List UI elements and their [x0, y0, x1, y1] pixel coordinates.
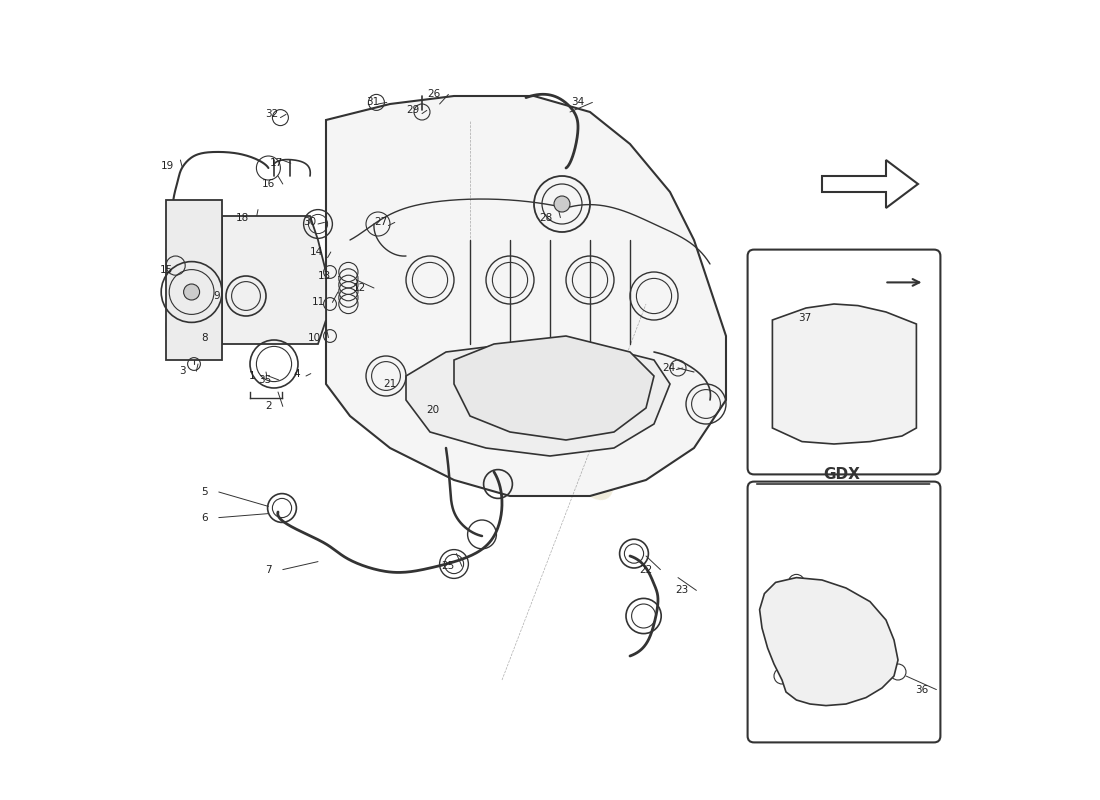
- Text: 10: 10: [307, 333, 320, 342]
- Polygon shape: [772, 304, 916, 444]
- Polygon shape: [454, 336, 654, 440]
- Text: 1: 1: [249, 371, 255, 381]
- Text: 9: 9: [213, 291, 220, 301]
- Text: 15: 15: [160, 266, 173, 275]
- Text: 37: 37: [798, 314, 811, 323]
- Text: 21: 21: [384, 379, 397, 389]
- Text: 18: 18: [235, 213, 249, 222]
- Text: 7: 7: [265, 565, 272, 574]
- Polygon shape: [222, 216, 326, 344]
- Text: 2: 2: [265, 402, 272, 411]
- Text: 11: 11: [311, 298, 324, 307]
- Text: 25: 25: [441, 562, 454, 571]
- Circle shape: [554, 196, 570, 212]
- Text: 19: 19: [161, 162, 174, 171]
- Text: 22: 22: [639, 565, 652, 574]
- Text: 29: 29: [406, 106, 419, 115]
- Text: 17: 17: [270, 158, 283, 168]
- Text: 5: 5: [201, 487, 208, 497]
- Text: 13: 13: [318, 271, 331, 281]
- Text: GDX: GDX: [824, 467, 860, 482]
- Text: ES: ES: [810, 602, 875, 654]
- Polygon shape: [166, 200, 222, 360]
- Circle shape: [184, 284, 199, 300]
- Text: 23: 23: [675, 586, 689, 595]
- Text: 1985: 1985: [473, 410, 627, 518]
- Text: 20: 20: [426, 405, 439, 414]
- Text: 34: 34: [571, 98, 584, 107]
- Text: 27: 27: [374, 218, 387, 227]
- Text: 30: 30: [304, 218, 317, 227]
- Text: a passion for cars since 1985: a passion for cars since 1985: [400, 339, 572, 429]
- Text: 16: 16: [262, 179, 275, 189]
- Text: 35: 35: [257, 375, 271, 385]
- Text: 36: 36: [915, 685, 928, 694]
- Polygon shape: [406, 344, 670, 456]
- Text: 31: 31: [366, 98, 379, 107]
- Text: 32: 32: [265, 110, 278, 119]
- Text: 6: 6: [201, 513, 208, 522]
- Text: 28: 28: [539, 213, 552, 222]
- Polygon shape: [822, 160, 918, 208]
- Polygon shape: [760, 578, 898, 706]
- Text: 26: 26: [428, 90, 441, 99]
- Text: 3: 3: [178, 366, 185, 376]
- Text: 4: 4: [293, 369, 299, 378]
- Text: 8: 8: [201, 334, 208, 343]
- Text: 24: 24: [662, 363, 675, 373]
- Text: 14: 14: [310, 247, 323, 257]
- Text: 12: 12: [353, 283, 366, 293]
- Polygon shape: [326, 96, 726, 496]
